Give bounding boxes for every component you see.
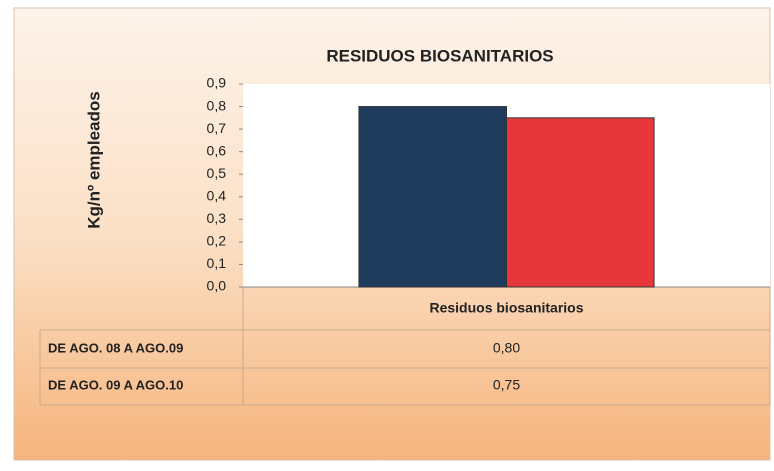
y-tick-label: 0,8	[207, 97, 227, 113]
bar	[506, 117, 655, 288]
legend-label: DE AGO. 09 A AGO.10	[48, 377, 183, 392]
y-tick-label: 0,5	[207, 165, 227, 181]
chart-title: RESIDUOS BIOSANITARIOS	[326, 46, 553, 65]
y-tick-label: 0,3	[207, 210, 227, 226]
y-tick-label: 0,4	[207, 187, 227, 203]
y-tick-label: 0,7	[207, 120, 227, 136]
y-tick-label: 0,9	[207, 75, 227, 91]
y-tick-label: 0,2	[207, 233, 227, 249]
y-tick-label: 0,1	[207, 255, 227, 271]
y-axis-label: Kg/nº empleados	[84, 91, 103, 229]
data-table-value: 0,75	[493, 377, 520, 393]
data-table-value: 0,80	[493, 340, 520, 356]
y-tick-label: 0,6	[207, 142, 227, 158]
legend-label: DE AGO. 08 A AGO.09	[48, 340, 183, 355]
bar	[358, 106, 507, 288]
y-tick-label: 0,0	[207, 278, 227, 294]
x-tick-label: Residuos biosanitarios	[429, 300, 583, 316]
